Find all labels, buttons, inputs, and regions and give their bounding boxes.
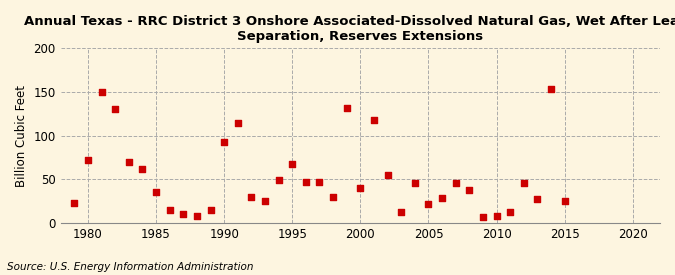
Point	[192, 214, 202, 218]
Point	[423, 202, 434, 206]
Point	[532, 197, 543, 202]
Point	[518, 181, 529, 185]
Point	[69, 201, 80, 205]
Point	[560, 199, 570, 203]
Point	[96, 90, 107, 94]
Point	[396, 210, 406, 214]
Point	[491, 214, 502, 218]
Point	[545, 87, 556, 92]
Point	[164, 208, 175, 212]
Point	[273, 178, 284, 182]
Point	[178, 212, 188, 216]
Title: Annual Texas - RRC District 3 Onshore Associated-Dissolved Natural Gas, Wet Afte: Annual Texas - RRC District 3 Onshore As…	[24, 15, 675, 43]
Y-axis label: Billion Cubic Feet: Billion Cubic Feet	[15, 85, 28, 187]
Point	[232, 120, 243, 125]
Point	[477, 214, 488, 219]
Point	[246, 194, 256, 199]
Point	[437, 196, 448, 201]
Point	[355, 186, 366, 190]
Point	[327, 194, 338, 199]
Point	[124, 160, 134, 164]
Text: Source: U.S. Energy Information Administration: Source: U.S. Energy Information Administ…	[7, 262, 253, 272]
Point	[287, 161, 298, 166]
Point	[314, 180, 325, 184]
Point	[137, 167, 148, 171]
Point	[464, 188, 475, 192]
Point	[82, 158, 93, 162]
Point	[369, 118, 379, 122]
Point	[450, 181, 461, 185]
Point	[260, 199, 271, 203]
Point	[505, 209, 516, 214]
Point	[342, 106, 352, 110]
Point	[205, 208, 216, 212]
Point	[300, 180, 311, 184]
Point	[219, 139, 230, 144]
Point	[410, 181, 421, 185]
Point	[110, 107, 121, 112]
Point	[151, 190, 161, 194]
Point	[382, 173, 393, 177]
